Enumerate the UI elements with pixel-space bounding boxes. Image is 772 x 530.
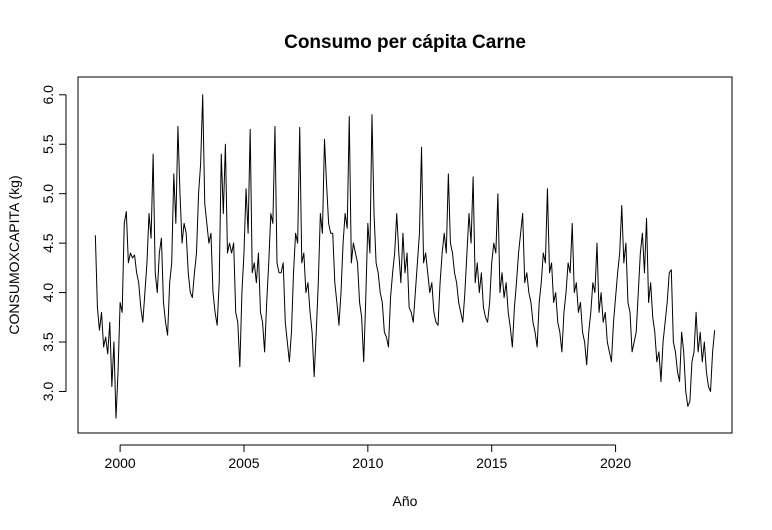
x-tick-label: 2020 — [600, 455, 631, 471]
series-line — [94, 94, 716, 419]
x-axis: 2000 2005 2010 2015 2020 — [105, 444, 631, 471]
x-tick-label: 2000 — [105, 455, 136, 471]
chart-title: Consumo per cápita Carne — [284, 32, 526, 53]
x-axis-label: Año — [393, 493, 418, 509]
x-tick-label: 2015 — [476, 455, 507, 471]
y-axis-label: CONSUMOXCAPITA (kg) — [6, 175, 22, 334]
y-tick-label: 3.5 — [40, 332, 56, 352]
x-tick-label: 2010 — [352, 455, 383, 471]
y-tick-label: 5.0 — [40, 184, 56, 204]
y-axis: 3.0 3.5 4.0 4.5 5.0 5.5 6.0 — [40, 85, 67, 402]
y-tick-label: 4.5 — [40, 233, 56, 253]
y-tick-label: 6.0 — [40, 85, 56, 105]
y-tick-label: 3.0 — [40, 382, 56, 402]
y-tick-label: 4.0 — [40, 283, 56, 303]
y-tick-label: 5.5 — [40, 134, 56, 154]
plot-frame — [77, 76, 733, 434]
x-tick-label: 2005 — [228, 455, 259, 471]
